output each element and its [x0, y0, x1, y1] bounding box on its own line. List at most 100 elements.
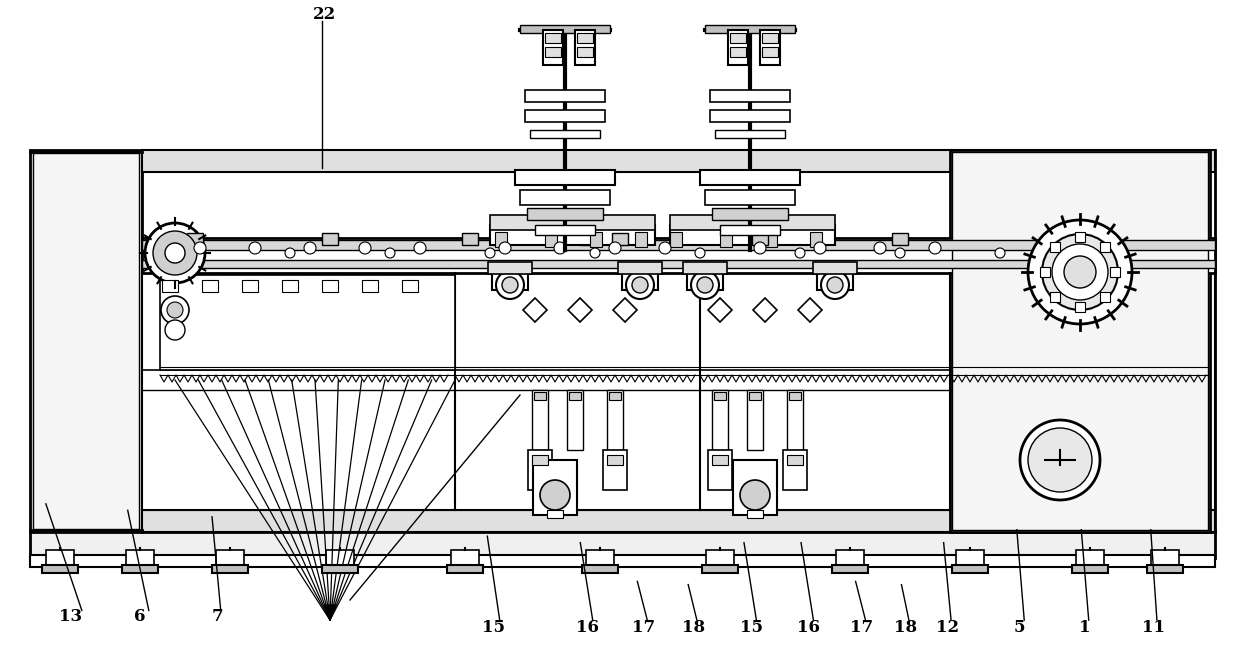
Bar [529, 130, 600, 138]
Polygon shape [324, 605, 336, 620]
Bar [546, 33, 560, 43]
Bar [720, 225, 780, 235]
Bar [322, 565, 358, 573]
Text: 5: 5 [1013, 620, 1025, 636]
Bar [242, 280, 258, 292]
Bar [613, 233, 627, 245]
Bar [30, 150, 143, 532]
Circle shape [304, 242, 316, 254]
Bar [711, 90, 790, 102]
Bar [749, 392, 761, 400]
Bar [728, 30, 748, 65]
Bar [143, 240, 1215, 250]
Circle shape [895, 248, 905, 258]
Bar [322, 280, 339, 292]
Bar [702, 565, 738, 573]
Bar [577, 47, 593, 57]
Bar [635, 232, 647, 247]
Bar [546, 47, 560, 57]
Bar [1151, 550, 1179, 568]
Bar [670, 225, 835, 245]
Bar [952, 565, 988, 573]
Bar [1050, 292, 1060, 302]
Bar [534, 225, 595, 235]
Bar [569, 392, 582, 400]
Polygon shape [568, 298, 591, 322]
Bar [515, 170, 615, 185]
Bar [1075, 232, 1085, 242]
Bar [751, 233, 768, 245]
Circle shape [554, 242, 565, 254]
Bar [714, 392, 725, 400]
Bar [212, 565, 248, 573]
Bar [1040, 267, 1050, 277]
Bar [760, 30, 780, 65]
Bar [687, 270, 723, 290]
Circle shape [193, 242, 206, 254]
Bar [787, 455, 804, 465]
Bar [618, 262, 662, 274]
Bar [143, 273, 1215, 510]
Bar [402, 280, 418, 292]
Polygon shape [753, 298, 777, 322]
Circle shape [167, 302, 184, 318]
Circle shape [384, 248, 396, 258]
Bar [451, 550, 479, 568]
Text: 11: 11 [1142, 620, 1164, 636]
Bar [720, 232, 732, 247]
Bar [575, 30, 595, 65]
Bar [162, 280, 179, 292]
Bar [525, 90, 605, 102]
Bar [608, 390, 622, 450]
Circle shape [994, 248, 1004, 258]
Bar [520, 25, 610, 33]
Bar [362, 280, 378, 292]
Text: 18: 18 [894, 620, 916, 636]
Bar [810, 232, 822, 247]
Bar [580, 233, 601, 245]
Bar [122, 565, 157, 573]
Circle shape [694, 248, 706, 258]
Bar [463, 233, 477, 245]
Bar [789, 392, 801, 400]
Circle shape [285, 248, 295, 258]
Text: 18: 18 [682, 620, 704, 636]
Circle shape [249, 242, 260, 254]
Bar [892, 233, 908, 245]
Bar [528, 450, 552, 490]
Bar [711, 110, 790, 122]
Bar [832, 565, 868, 573]
Circle shape [539, 480, 570, 510]
Bar [670, 215, 835, 230]
Text: 16: 16 [797, 620, 820, 636]
Bar [670, 232, 682, 247]
Polygon shape [523, 298, 547, 322]
Bar [1076, 550, 1104, 568]
Text: 17: 17 [632, 620, 655, 636]
Bar [532, 390, 548, 450]
Circle shape [590, 248, 600, 258]
Bar [712, 390, 728, 450]
Polygon shape [799, 298, 822, 322]
Bar [30, 530, 1215, 558]
Circle shape [658, 242, 671, 254]
Circle shape [414, 242, 427, 254]
Bar [817, 270, 853, 290]
Circle shape [740, 480, 770, 510]
Circle shape [165, 320, 185, 340]
Bar [712, 208, 787, 220]
Circle shape [795, 248, 805, 258]
Bar [143, 150, 1215, 532]
Polygon shape [708, 298, 732, 322]
Circle shape [360, 242, 371, 254]
Bar [547, 510, 563, 518]
Bar [708, 450, 732, 490]
Bar [143, 150, 1215, 172]
Bar [706, 190, 795, 205]
Bar [603, 450, 627, 490]
Bar [42, 565, 78, 573]
Bar [733, 460, 777, 515]
Circle shape [754, 242, 766, 254]
Bar [160, 275, 455, 370]
Circle shape [874, 242, 887, 254]
